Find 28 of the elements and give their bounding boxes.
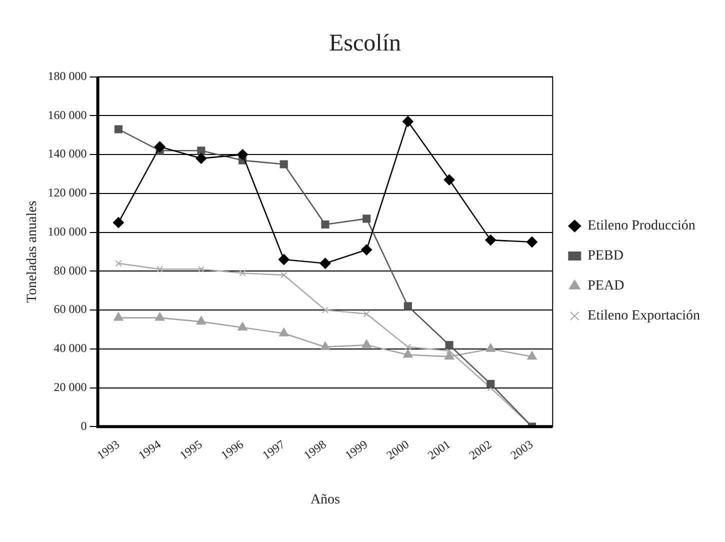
legend-label: Etileno Exportación [588,308,700,324]
legend-label: Etileno Producción [588,218,696,234]
y-tick-label: 40 000 [54,341,87,356]
x-tick-label: 1997 [260,437,288,462]
x-tick-label: 2000 [384,437,412,462]
y-tick-label: 120 000 [48,186,87,200]
x-tick-label: 1994 [136,437,164,462]
legend-label: PEAD [588,278,624,294]
y-tick-label: 60 000 [54,302,87,316]
x-tick-label: 2002 [466,437,494,462]
y-tick-label: 100 000 [48,224,87,238]
y-axis-title: Toneladas anuales [25,200,40,303]
x-tick-label: 2003 [508,437,536,462]
x-tick-label: 1998 [301,437,329,462]
x-tick-label: 1995 [177,437,205,462]
y-tick-label: 160 000 [48,108,87,122]
x-tick-label: 1999 [342,437,370,462]
x-axis-title: Años [310,492,340,508]
y-tick-label: 0 [80,418,87,433]
chart-title: Escolín [329,30,401,57]
y-tick-label: 80 000 [54,263,87,278]
legend-label: PEBD [588,248,624,264]
x-tick-label: 1996 [218,437,246,462]
x-tick-label: 1993 [94,437,122,462]
y-tick-label: 20 000 [54,380,87,394]
y-tick-label: 140 000 [48,146,87,161]
x-tick-label: 2001 [425,437,453,462]
y-tick-label: 180 000 [48,68,87,83]
